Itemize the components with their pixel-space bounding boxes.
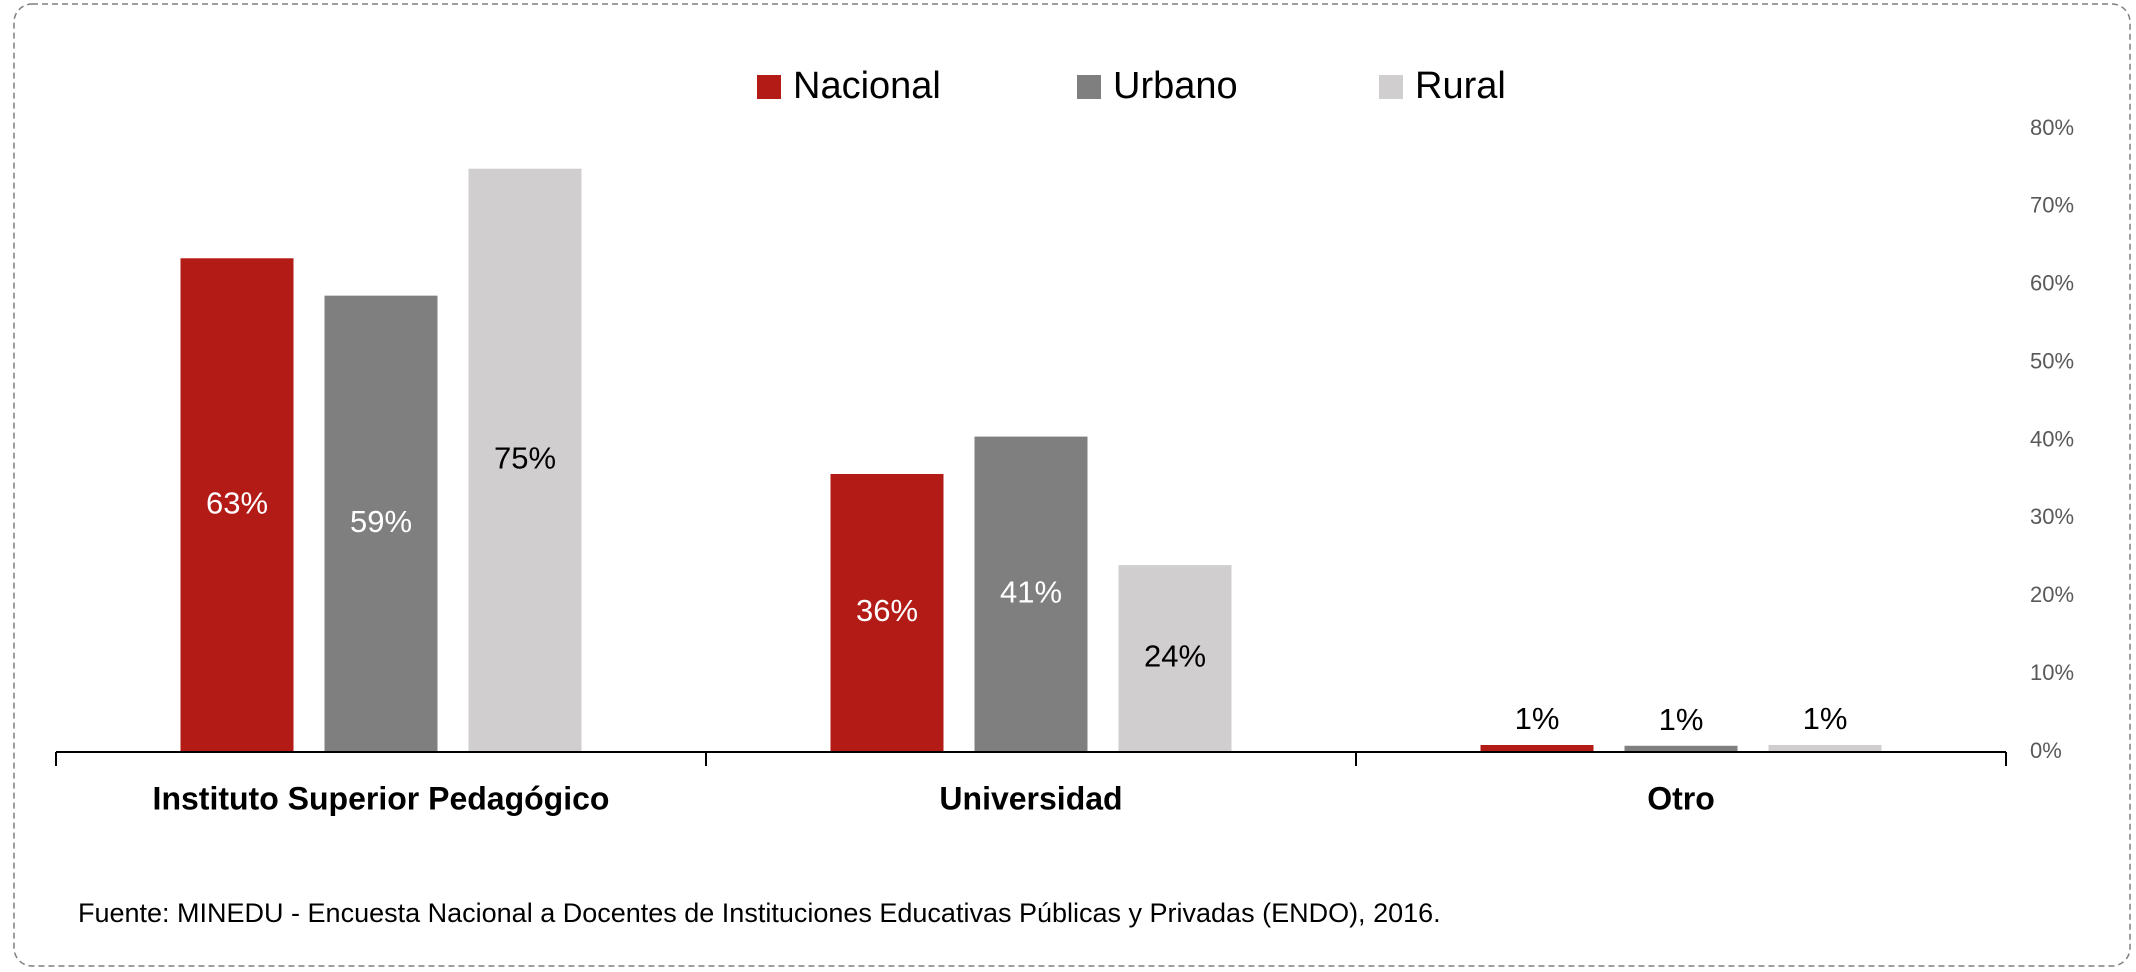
data-label: 63% bbox=[206, 485, 268, 520]
y-tick-label: 30% bbox=[2030, 504, 2074, 529]
bar bbox=[324, 295, 438, 752]
bar bbox=[1768, 744, 1882, 752]
data-label: 75% bbox=[494, 441, 556, 476]
legend-swatch bbox=[1379, 75, 1403, 99]
data-label: 41% bbox=[1000, 574, 1062, 609]
data-label: 1% bbox=[1803, 701, 1848, 736]
y-tick-label: 60% bbox=[2030, 271, 2074, 296]
bar bbox=[1480, 744, 1594, 752]
y-tick-label: 50% bbox=[2030, 348, 2074, 373]
data-label: 24% bbox=[1144, 639, 1206, 674]
data-label: 1% bbox=[1659, 702, 1704, 737]
x-tick-label: Universidad bbox=[939, 780, 1122, 816]
y-tick-label: 0% bbox=[2030, 738, 2062, 763]
bar bbox=[468, 168, 582, 752]
border bbox=[13, 3, 2131, 967]
legend-label: Rural bbox=[1415, 65, 1506, 107]
y-tick-label: 40% bbox=[2030, 426, 2074, 451]
y-tick-label: 80% bbox=[2030, 115, 2074, 140]
bar bbox=[974, 436, 1088, 752]
bar bbox=[1118, 565, 1232, 752]
y-tick-label: 20% bbox=[2030, 582, 2074, 607]
bar bbox=[1624, 745, 1738, 752]
y-tick-label: 70% bbox=[2030, 193, 2074, 218]
legend-label: Nacional bbox=[793, 65, 941, 107]
bar bbox=[830, 473, 944, 752]
y-tick-label: 10% bbox=[2030, 660, 2074, 685]
bar bbox=[180, 258, 294, 752]
x-tick-label: Instituto Superior Pedagógico bbox=[153, 780, 610, 816]
legend-label: Urbano bbox=[1113, 65, 1238, 107]
data-label: 59% bbox=[350, 504, 412, 539]
data-label: 1% bbox=[1515, 701, 1560, 736]
legend-swatch bbox=[1077, 75, 1101, 99]
data-label: 36% bbox=[856, 593, 918, 628]
legend-swatch bbox=[757, 75, 781, 99]
x-tick-label: Otro bbox=[1647, 780, 1715, 816]
source-note: Fuente: MINEDU - Encuesta Nacional a Doc… bbox=[78, 898, 1441, 928]
